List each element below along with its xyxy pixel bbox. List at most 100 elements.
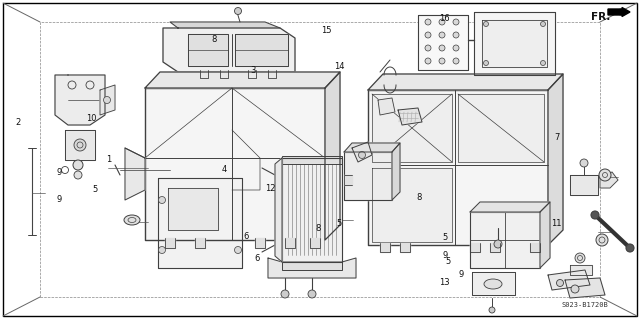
Ellipse shape — [484, 279, 502, 289]
Circle shape — [74, 171, 82, 179]
Text: 9: 9 — [56, 168, 61, 177]
Polygon shape — [344, 152, 392, 200]
Circle shape — [234, 247, 241, 254]
Polygon shape — [158, 178, 242, 268]
Polygon shape — [470, 202, 550, 212]
Polygon shape — [372, 168, 452, 242]
Text: 12: 12 — [266, 184, 276, 193]
Circle shape — [281, 290, 289, 298]
Circle shape — [439, 32, 445, 38]
Polygon shape — [168, 188, 218, 230]
Polygon shape — [530, 243, 540, 252]
Polygon shape — [540, 202, 550, 268]
Circle shape — [596, 234, 608, 246]
Text: 13: 13 — [440, 278, 450, 287]
Polygon shape — [170, 22, 280, 28]
Polygon shape — [248, 70, 256, 78]
Circle shape — [571, 285, 579, 293]
Circle shape — [489, 307, 495, 313]
Polygon shape — [565, 278, 605, 298]
Polygon shape — [282, 158, 342, 262]
Circle shape — [439, 19, 445, 25]
Circle shape — [425, 45, 431, 51]
Polygon shape — [570, 175, 598, 195]
Polygon shape — [368, 90, 548, 245]
Text: 8: 8 — [316, 224, 321, 233]
Polygon shape — [200, 70, 208, 78]
Polygon shape — [548, 74, 563, 245]
Polygon shape — [275, 158, 282, 262]
Polygon shape — [392, 143, 400, 200]
Polygon shape — [195, 238, 205, 248]
Polygon shape — [188, 34, 228, 66]
Text: 6: 6 — [255, 254, 260, 263]
Polygon shape — [55, 75, 105, 125]
Text: 14: 14 — [334, 63, 344, 71]
Polygon shape — [418, 15, 468, 70]
Text: 1: 1 — [106, 155, 111, 164]
Polygon shape — [125, 148, 145, 200]
Polygon shape — [268, 70, 276, 78]
Circle shape — [599, 169, 611, 181]
Polygon shape — [398, 108, 422, 125]
Polygon shape — [368, 74, 563, 90]
Circle shape — [159, 197, 166, 204]
Polygon shape — [482, 20, 547, 67]
Polygon shape — [380, 243, 390, 252]
Polygon shape — [548, 270, 590, 290]
Text: 5: 5 — [442, 233, 447, 242]
Text: 15: 15 — [321, 26, 332, 35]
Circle shape — [626, 244, 634, 252]
Polygon shape — [474, 12, 555, 75]
Text: 9: 9 — [458, 270, 463, 279]
Text: 5: 5 — [445, 257, 451, 266]
Text: 11: 11 — [552, 219, 562, 228]
Circle shape — [591, 211, 599, 219]
Circle shape — [73, 160, 83, 170]
Circle shape — [541, 21, 545, 26]
FancyArrow shape — [608, 8, 630, 17]
Circle shape — [439, 58, 445, 64]
Bar — [282, 156, 342, 164]
Polygon shape — [372, 94, 452, 162]
Polygon shape — [268, 258, 356, 278]
Circle shape — [557, 279, 563, 286]
Text: 9: 9 — [56, 195, 61, 204]
Polygon shape — [344, 143, 400, 152]
Polygon shape — [100, 85, 115, 115]
Circle shape — [104, 97, 111, 103]
Text: 9: 9 — [442, 251, 447, 260]
Polygon shape — [470, 212, 540, 268]
Circle shape — [483, 21, 488, 26]
Polygon shape — [378, 98, 395, 115]
Polygon shape — [472, 272, 515, 295]
Circle shape — [159, 247, 166, 254]
Circle shape — [453, 45, 459, 51]
Polygon shape — [325, 72, 340, 240]
Text: 4: 4 — [221, 165, 227, 174]
Text: S023-B1720B: S023-B1720B — [562, 302, 609, 308]
Polygon shape — [458, 94, 544, 162]
Circle shape — [425, 32, 431, 38]
Circle shape — [358, 152, 365, 159]
Bar — [40, 22, 600, 297]
Polygon shape — [145, 72, 340, 88]
Text: 7: 7 — [554, 133, 559, 142]
Circle shape — [308, 290, 316, 298]
Polygon shape — [255, 238, 265, 248]
Circle shape — [439, 45, 445, 51]
Polygon shape — [65, 130, 95, 160]
Circle shape — [453, 32, 459, 38]
Circle shape — [494, 240, 502, 248]
Polygon shape — [344, 175, 352, 185]
Polygon shape — [570, 265, 592, 275]
Polygon shape — [400, 243, 410, 252]
Polygon shape — [235, 34, 288, 66]
Bar — [282, 262, 342, 270]
Circle shape — [425, 58, 431, 64]
Circle shape — [74, 139, 86, 151]
Text: 10: 10 — [86, 114, 96, 122]
Polygon shape — [310, 238, 320, 248]
Circle shape — [575, 253, 585, 263]
Polygon shape — [163, 28, 295, 72]
